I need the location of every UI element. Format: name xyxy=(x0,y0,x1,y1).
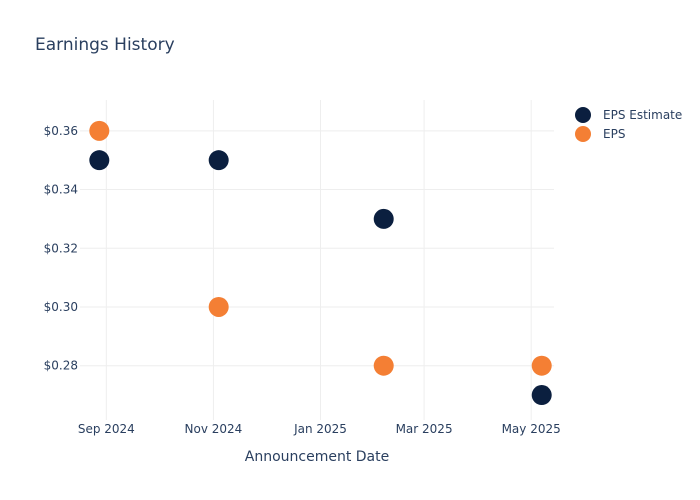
x-tick-label: Jan 2025 xyxy=(293,422,347,436)
y-tick-label: $0.28 xyxy=(44,359,78,373)
grid xyxy=(80,100,554,420)
chart-title: Earnings History xyxy=(35,35,175,55)
x-tick-label: Sep 2024 xyxy=(78,422,135,436)
x-tick-label: Mar 2025 xyxy=(396,422,453,436)
x-axis-ticks: Sep 2024 Nov 2024 Jan 2025 Mar 2025 May 2025 xyxy=(78,422,561,436)
y-axis-ticks: $0.28 $0.30 $0.32 $0.34 $0.36 xyxy=(44,124,78,373)
data-points xyxy=(89,120,552,406)
legend-label[interactable]: EPS xyxy=(603,127,625,141)
y-tick-label: $0.36 xyxy=(44,124,78,138)
legend: EPS Estimate EPS xyxy=(575,107,682,142)
legend-marker[interactable] xyxy=(575,126,591,142)
y-tick-label: $0.30 xyxy=(44,300,78,314)
eps-point[interactable] xyxy=(208,296,229,317)
y-tick-label: $0.34 xyxy=(44,183,78,197)
eps-estimate-point[interactable] xyxy=(373,208,394,229)
x-axis-title: Announcement Date xyxy=(245,449,389,465)
legend-label[interactable]: EPS Estimate xyxy=(603,108,682,122)
eps-estimate-point[interactable] xyxy=(208,150,229,171)
x-tick-label: Nov 2024 xyxy=(185,422,243,436)
eps-point[interactable] xyxy=(531,355,552,376)
y-tick-label: $0.32 xyxy=(44,241,78,255)
eps-point[interactable] xyxy=(373,355,394,376)
eps-estimate-point[interactable] xyxy=(531,385,552,406)
eps-point[interactable] xyxy=(89,120,110,141)
eps-estimate-point[interactable] xyxy=(89,150,110,171)
legend-marker[interactable] xyxy=(575,107,591,123)
x-tick-label: May 2025 xyxy=(502,422,561,436)
